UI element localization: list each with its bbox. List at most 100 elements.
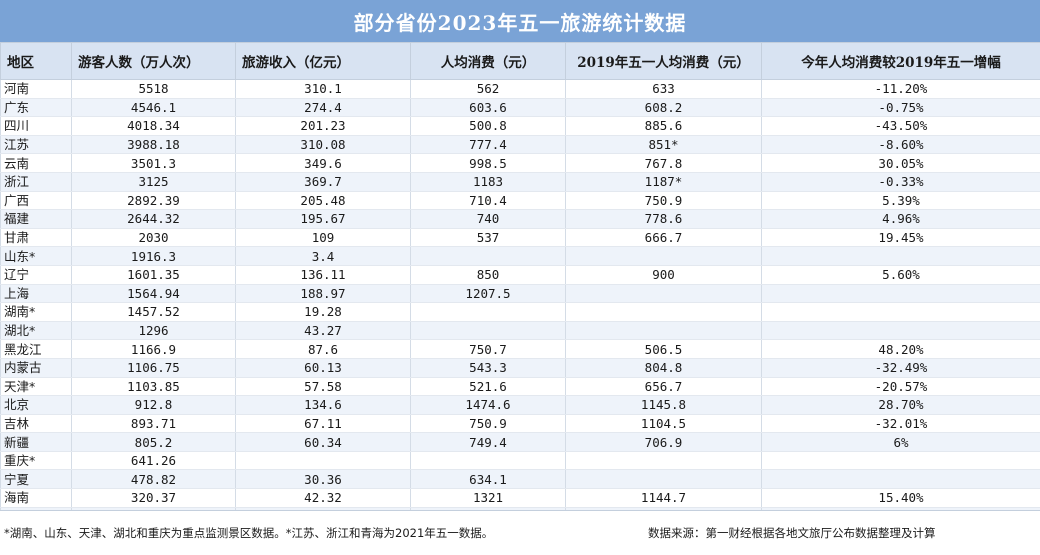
cell-per-capita (411, 321, 566, 340)
cell-per-capita-2019: 900 (566, 265, 762, 284)
cell-per-capita (411, 247, 566, 266)
cell-revenue: 349.6 (236, 154, 411, 173)
cell-region: 上海 (1, 284, 72, 303)
cell-region: 山东* (1, 247, 72, 266)
cell-region: 吉林 (1, 414, 72, 433)
cell-visitors: 1166.9 (72, 340, 236, 359)
cell-region: 湖南* (1, 303, 72, 322)
cell-per-capita: 1183 (411, 172, 566, 191)
footer: *湖南、山东、天津、湖北和重庆为重点监测景区数据。*江苏、浙江和青海为2021年… (0, 510, 1040, 555)
cell-growth: 28.70% (762, 396, 1040, 415)
cell-growth: -32.49% (762, 358, 1040, 377)
cell-revenue: 310.1 (236, 80, 411, 99)
cell-region: 福建 (1, 210, 72, 229)
cell-revenue (236, 451, 411, 470)
cell-region: 海南 (1, 489, 72, 508)
cell-visitors: 1916.3 (72, 247, 236, 266)
cell-visitors: 478.82 (72, 470, 236, 489)
cell-growth: -43.50% (762, 117, 1040, 136)
cell-per-capita: 998.5 (411, 154, 566, 173)
cell-per-capita: 850 (411, 265, 566, 284)
cell-visitors: 1106.75 (72, 358, 236, 377)
table-header-row: 地区 游客人数（万人次） 旅游收入（亿元） 人均消费（元） 2019年五一人均消… (1, 43, 1040, 80)
cell-per-capita: 749.4 (411, 433, 566, 452)
cell-visitors: 1296 (72, 321, 236, 340)
cell-visitors: 1601.35 (72, 265, 236, 284)
header-revenue: 旅游收入（亿元） (236, 43, 411, 80)
cell-per-capita-2019: 656.7 (566, 377, 762, 396)
cell-revenue: 310.08 (236, 135, 411, 154)
cell-per-capita-2019: 1144.7 (566, 489, 762, 508)
cell-region: 内蒙古 (1, 358, 72, 377)
cell-per-capita-2019 (566, 284, 762, 303)
cell-region: 天津* (1, 377, 72, 396)
cell-revenue: 57.58 (236, 377, 411, 396)
cell-revenue: 109 (236, 228, 411, 247)
cell-growth (762, 451, 1040, 470)
cell-per-capita-2019: 506.5 (566, 340, 762, 359)
cell-revenue: 188.97 (236, 284, 411, 303)
cell-per-capita-2019: 767.8 (566, 154, 762, 173)
cell-region: 辽宁 (1, 265, 72, 284)
cell-per-capita-2019: 1145.8 (566, 396, 762, 415)
header-per-capita-2019: 2019年五一人均消费（元） (566, 43, 762, 80)
cell-visitors: 912.8 (72, 396, 236, 415)
cell-growth (762, 284, 1040, 303)
cell-per-capita: 537 (411, 228, 566, 247)
cell-per-capita: 777.4 (411, 135, 566, 154)
cell-visitors: 2892.39 (72, 191, 236, 210)
cell-visitors: 641.26 (72, 451, 236, 470)
cell-region: 浙江 (1, 172, 72, 191)
cell-revenue: 60.34 (236, 433, 411, 452)
cell-growth: -8.60% (762, 135, 1040, 154)
cell-per-capita (411, 303, 566, 322)
cell-region: 江苏 (1, 135, 72, 154)
table-row: 重庆*641.26 (1, 451, 1040, 470)
cell-per-capita-2019: 666.7 (566, 228, 762, 247)
cell-region: 广西 (1, 191, 72, 210)
cell-growth (762, 470, 1040, 489)
cell-region: 北京 (1, 396, 72, 415)
cell-revenue: 87.6 (236, 340, 411, 359)
cell-per-capita-2019: 778.6 (566, 210, 762, 229)
cell-per-capita-2019: 608.2 (566, 98, 762, 117)
cell-region: 四川 (1, 117, 72, 136)
header-visitors: 游客人数（万人次） (72, 43, 236, 80)
cell-per-capita: 1321 (411, 489, 566, 508)
cell-growth: -0.33% (762, 172, 1040, 191)
cell-revenue: 369.7 (236, 172, 411, 191)
cell-revenue: 30.36 (236, 470, 411, 489)
cell-revenue: 201.23 (236, 117, 411, 136)
cell-visitors: 5518 (72, 80, 236, 99)
cell-growth: 5.60% (762, 265, 1040, 284)
cell-revenue: 67.11 (236, 414, 411, 433)
cell-growth (762, 321, 1040, 340)
cell-per-capita-2019: 1187* (566, 172, 762, 191)
cell-per-capita-2019: 1104.5 (566, 414, 762, 433)
cell-revenue: 195.67 (236, 210, 411, 229)
cell-per-capita-2019 (566, 303, 762, 322)
cell-growth: 30.05% (762, 154, 1040, 173)
cell-revenue: 42.32 (236, 489, 411, 508)
cell-per-capita-2019 (566, 321, 762, 340)
cell-growth: 6% (762, 433, 1040, 452)
cell-per-capita: 750.7 (411, 340, 566, 359)
cell-revenue: 3.4 (236, 247, 411, 266)
header-per-capita: 人均消费（元） (411, 43, 566, 80)
cell-region: 黑龙江 (1, 340, 72, 359)
